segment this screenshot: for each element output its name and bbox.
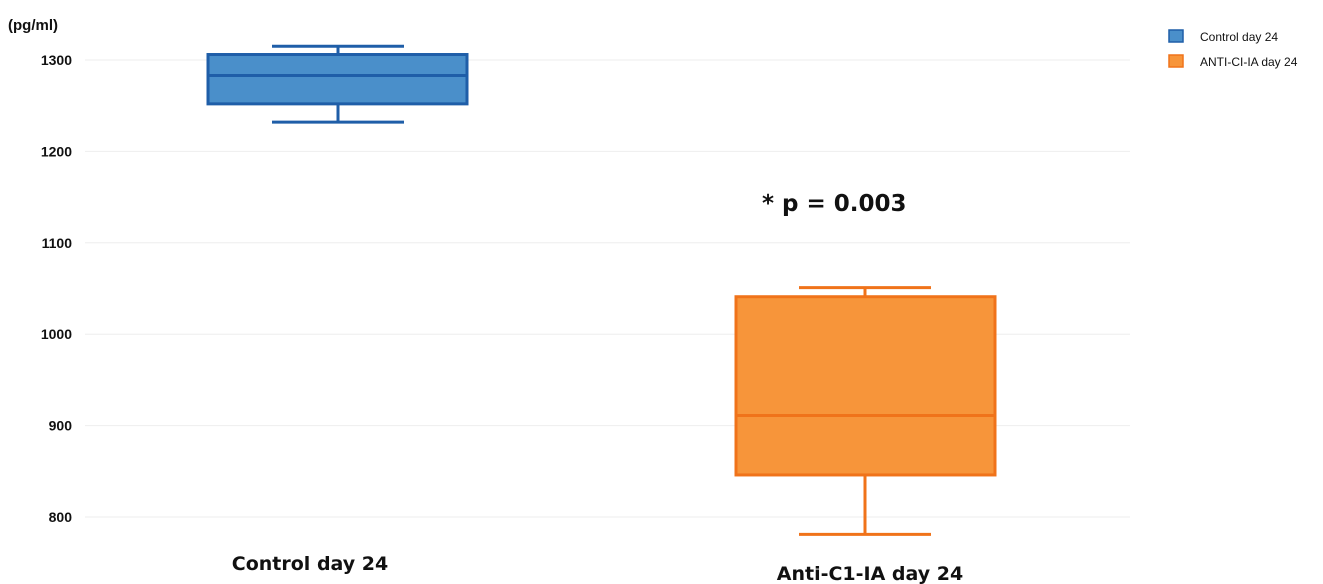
y-axis-unit-label: (pg/ml) <box>8 17 58 34</box>
box-iqr <box>206 53 469 106</box>
box-iqr <box>734 295 997 477</box>
x-axis-categories: Control day 24 Anti-C1-IA day 24 <box>232 553 963 584</box>
legend-label: Control day 24 <box>1200 30 1278 44</box>
legend: Control day 24 ANTI-CI-IA day 24 <box>1168 29 1298 69</box>
legend-label: ANTI-CI-IA day 24 <box>1200 55 1298 69</box>
p-value-annotation: * p = 0.003 <box>762 191 907 217</box>
y-tick-label: 1000 <box>41 326 72 342</box>
x-category-label: Anti-C1-IA day 24 <box>777 563 963 584</box>
y-tick-label: 1100 <box>42 235 73 251</box>
y-tick-label: 1300 <box>41 52 72 68</box>
x-category-label: Control day 24 <box>232 553 388 575</box>
legend-item: Control day 24 <box>1168 29 1278 44</box>
legend-swatch <box>1168 54 1184 68</box>
boxes <box>206 44 997 536</box>
y-tick-label: 800 <box>49 509 73 525</box>
y-axis-ticks: 800 900 1000 1100 1200 1300 <box>41 52 72 525</box>
y-tick-label: 900 <box>49 418 73 434</box>
legend-swatch <box>1168 29 1184 43</box>
legend-item: ANTI-CI-IA day 24 <box>1168 54 1298 69</box>
y-tick-label: 1200 <box>41 143 72 159</box>
